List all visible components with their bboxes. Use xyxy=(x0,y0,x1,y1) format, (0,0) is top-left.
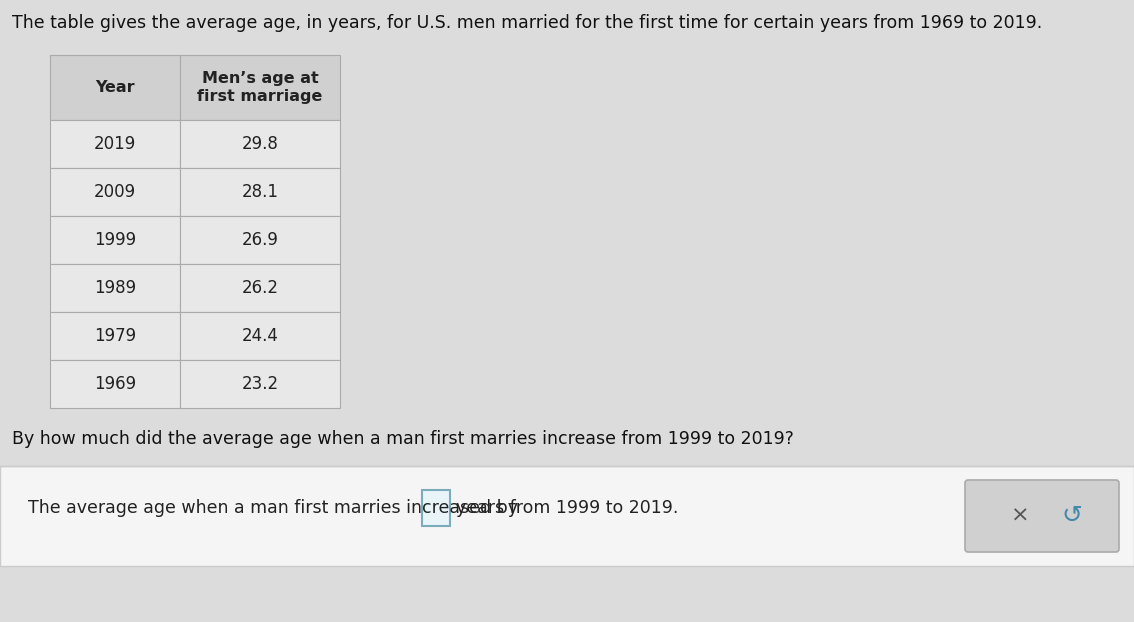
Bar xyxy=(50,55,180,120)
Text: 23.2: 23.2 xyxy=(242,375,279,393)
Text: years from 1999 to 2019.: years from 1999 to 2019. xyxy=(456,499,678,517)
Bar xyxy=(180,264,340,312)
Bar xyxy=(50,216,180,264)
Text: 1999: 1999 xyxy=(94,231,136,249)
Bar xyxy=(180,120,340,168)
Text: Year: Year xyxy=(95,80,135,95)
Text: 29.8: 29.8 xyxy=(242,135,279,153)
Text: By how much did the average age when a man first marries increase from 1999 to 2: By how much did the average age when a m… xyxy=(12,430,794,448)
Bar xyxy=(50,360,180,408)
Text: The average age when a man first marries increased by: The average age when a man first marries… xyxy=(28,499,518,517)
Bar xyxy=(180,312,340,360)
FancyBboxPatch shape xyxy=(965,480,1119,552)
Text: 28.1: 28.1 xyxy=(242,183,279,201)
Bar xyxy=(180,216,340,264)
Bar xyxy=(180,168,340,216)
Text: 26.2: 26.2 xyxy=(242,279,279,297)
Bar xyxy=(422,490,450,526)
Text: 1969: 1969 xyxy=(94,375,136,393)
Text: 26.9: 26.9 xyxy=(242,231,279,249)
Bar xyxy=(0,466,1134,566)
Text: ×: × xyxy=(1010,506,1030,526)
Text: 2019: 2019 xyxy=(94,135,136,153)
Text: The table gives the average age, in years, for U.S. men married for the first ti: The table gives the average age, in year… xyxy=(12,14,1042,32)
Bar xyxy=(50,312,180,360)
Bar xyxy=(50,168,180,216)
Text: 24.4: 24.4 xyxy=(242,327,279,345)
Text: Men’s age at
first marriage: Men’s age at first marriage xyxy=(197,72,323,104)
Bar xyxy=(180,55,340,120)
Text: 2009: 2009 xyxy=(94,183,136,201)
Bar xyxy=(50,264,180,312)
Bar xyxy=(180,360,340,408)
Text: 1979: 1979 xyxy=(94,327,136,345)
Text: ↺: ↺ xyxy=(1061,504,1082,528)
Text: 1989: 1989 xyxy=(94,279,136,297)
Bar xyxy=(50,120,180,168)
